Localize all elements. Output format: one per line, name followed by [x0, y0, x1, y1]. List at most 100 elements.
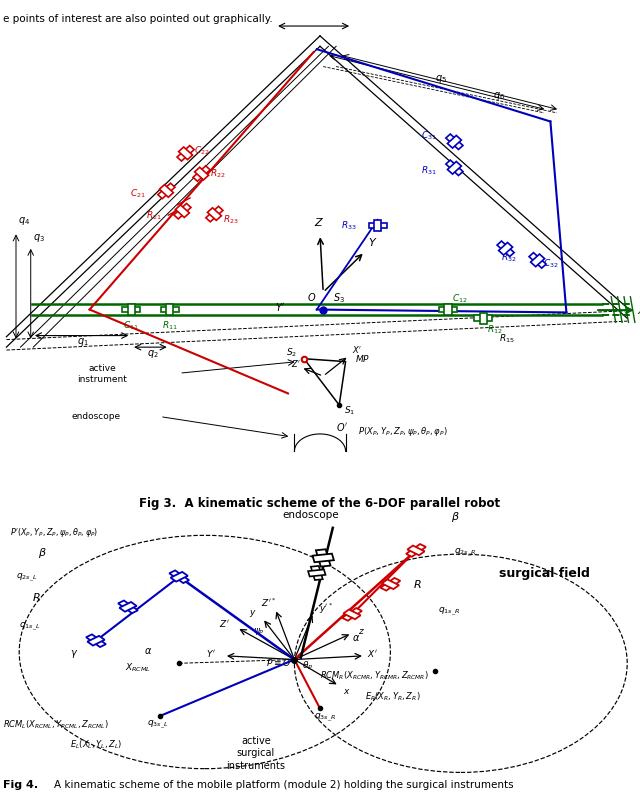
Bar — [170, 570, 189, 583]
Text: $P'(X_P,Y_P,Z_P,\psi_P,\theta_P,\varphi_P)$: $P'(X_P,Y_P,Z_P,\psi_P,\theta_P,\varphi_… — [10, 526, 98, 539]
Text: $O'$: $O'$ — [336, 421, 348, 433]
Text: $X$: $X$ — [637, 304, 640, 316]
Bar — [408, 545, 424, 555]
Bar — [316, 549, 330, 567]
Bar — [308, 569, 326, 576]
Text: $X_{RCML}$: $X_{RCML}$ — [125, 661, 151, 674]
Text: $MP$: $MP$ — [355, 353, 371, 363]
Bar — [369, 223, 387, 228]
Bar — [446, 160, 463, 176]
Bar — [444, 304, 452, 315]
Text: $R_{23}$: $R_{23}$ — [223, 214, 238, 226]
Bar — [158, 183, 175, 199]
Text: $C_{31}$: $C_{31}$ — [421, 130, 436, 142]
Text: $R_{12}$: $R_{12}$ — [487, 324, 502, 336]
Bar — [193, 166, 210, 181]
Text: $X'$: $X'$ — [367, 649, 378, 659]
Text: $Y'$: $Y'$ — [206, 649, 216, 659]
Text: surgical field: surgical field — [499, 567, 590, 580]
Text: $\psi_P$: $\psi_P$ — [253, 626, 264, 637]
Text: $Z'$: $Z'$ — [291, 359, 301, 370]
Text: Fig 4.: Fig 4. — [3, 781, 38, 790]
Text: $O$: $O$ — [307, 291, 317, 303]
Text: $y'^*$: $y'^*$ — [319, 602, 333, 616]
Text: $E_R(X_R,Y_R,Z_R)$: $E_R(X_R,Y_R,Z_R)$ — [365, 690, 420, 703]
Text: $S_1$: $S_1$ — [344, 405, 356, 417]
Text: $q_5$: $q_5$ — [435, 73, 447, 85]
Text: $E_L(X_L,Y_L,Z_L)$: $E_L(X_L,Y_L,Z_L)$ — [70, 739, 123, 751]
Text: e points of interest are also pointed out graphically.: e points of interest are also pointed ou… — [3, 14, 273, 25]
Bar — [161, 307, 179, 312]
Text: $Z$: $Z$ — [314, 215, 324, 227]
Text: $Z'^*$: $Z'^*$ — [261, 597, 276, 609]
Text: $\gamma$: $\gamma$ — [70, 648, 79, 660]
Bar — [207, 207, 221, 220]
Text: endoscope: endoscope — [282, 510, 339, 521]
Text: $y$: $y$ — [249, 608, 257, 619]
Bar — [159, 184, 173, 197]
Bar — [499, 242, 513, 255]
Text: $P\equiv O'$: $P\equiv O'$ — [266, 657, 294, 669]
Bar — [122, 307, 140, 312]
Text: $\beta$: $\beta$ — [38, 546, 47, 560]
Bar — [439, 307, 457, 312]
Text: $q_4$: $q_4$ — [18, 215, 30, 227]
Text: $\theta_P$: $\theta_P$ — [302, 660, 314, 673]
Bar — [529, 253, 546, 268]
Text: $R_{32}$: $R_{32}$ — [501, 251, 516, 264]
Bar — [171, 572, 188, 582]
Bar — [344, 610, 360, 619]
Bar — [88, 636, 104, 646]
Text: $q_1$: $q_1$ — [77, 336, 88, 348]
Text: $z$: $z$ — [358, 626, 365, 636]
Text: $C_{12}$: $C_{12}$ — [452, 293, 467, 305]
Bar — [374, 220, 381, 231]
Text: $q_{2s\_R}$: $q_{2s\_R}$ — [454, 547, 476, 560]
Text: endoscope: endoscope — [72, 413, 120, 421]
Bar — [447, 161, 461, 174]
Bar — [446, 134, 463, 149]
Text: $R_{11}$: $R_{11}$ — [162, 320, 177, 332]
Text: $q_2$: $q_2$ — [147, 348, 159, 360]
Text: $q_{3s\_R}$: $q_{3s\_R}$ — [314, 712, 335, 724]
Text: $R$: $R$ — [413, 578, 422, 590]
Bar — [175, 205, 189, 218]
Text: active
instrument: active instrument — [77, 364, 127, 384]
Text: $R_{31}$: $R_{31}$ — [421, 165, 436, 177]
Text: $R_{33}$: $R_{33}$ — [341, 219, 356, 232]
Text: $RCM_L(X_{RCML},Y_{RCML},Z_{RCML})$: $RCM_L(X_{RCML},Y_{RCML},Z_{RCML})$ — [3, 718, 109, 731]
Bar — [177, 145, 194, 161]
Text: $q_{3s\_L}$: $q_{3s\_L}$ — [147, 718, 168, 731]
Bar — [474, 316, 492, 321]
Bar — [406, 544, 426, 556]
Text: $q_3$: $q_3$ — [33, 232, 45, 244]
Text: $RCM_R(X_{RCMR},Y_{RCMR},Z_{RCMR})$: $RCM_R(X_{RCMR},Y_{RCMR},Z_{RCMR})$ — [320, 669, 429, 682]
Text: $Z'$: $Z'$ — [219, 619, 229, 630]
Bar — [86, 634, 106, 647]
Text: $R_{21}$: $R_{21}$ — [146, 210, 161, 222]
Text: $q_{2s\_L}$: $q_{2s\_L}$ — [16, 572, 37, 584]
Bar — [174, 204, 191, 219]
Text: $q_{1s\_R}$: $q_{1s\_R}$ — [438, 605, 460, 618]
Text: $\alpha$: $\alpha$ — [352, 633, 360, 642]
Bar — [127, 304, 135, 315]
Bar — [381, 578, 400, 591]
Text: Fig 3.  A kinematic scheme of the 6-DOF parallel robot: Fig 3. A kinematic scheme of the 6-DOF p… — [140, 497, 500, 510]
Bar — [382, 580, 399, 589]
Text: $S_3$: $S_3$ — [333, 291, 345, 304]
Text: $x$: $x$ — [343, 687, 351, 696]
Bar — [531, 254, 545, 266]
Text: $R_{15}$: $R_{15}$ — [499, 332, 515, 345]
Bar — [120, 602, 136, 611]
Text: $R_{22}$: $R_{22}$ — [210, 167, 225, 180]
Bar — [118, 600, 138, 613]
Text: $R$: $R$ — [32, 591, 41, 603]
Text: $C_{32}$: $C_{32}$ — [543, 257, 558, 270]
Text: A kinematic scheme of the mobile platform (module 2) holding the surgical instru: A kinematic scheme of the mobile platfor… — [54, 781, 514, 790]
Text: $\beta$: $\beta$ — [451, 510, 460, 524]
Bar — [447, 135, 461, 148]
Text: $X'$: $X'$ — [352, 344, 362, 355]
Bar — [497, 241, 514, 257]
Bar — [342, 608, 362, 621]
Bar — [311, 566, 323, 580]
